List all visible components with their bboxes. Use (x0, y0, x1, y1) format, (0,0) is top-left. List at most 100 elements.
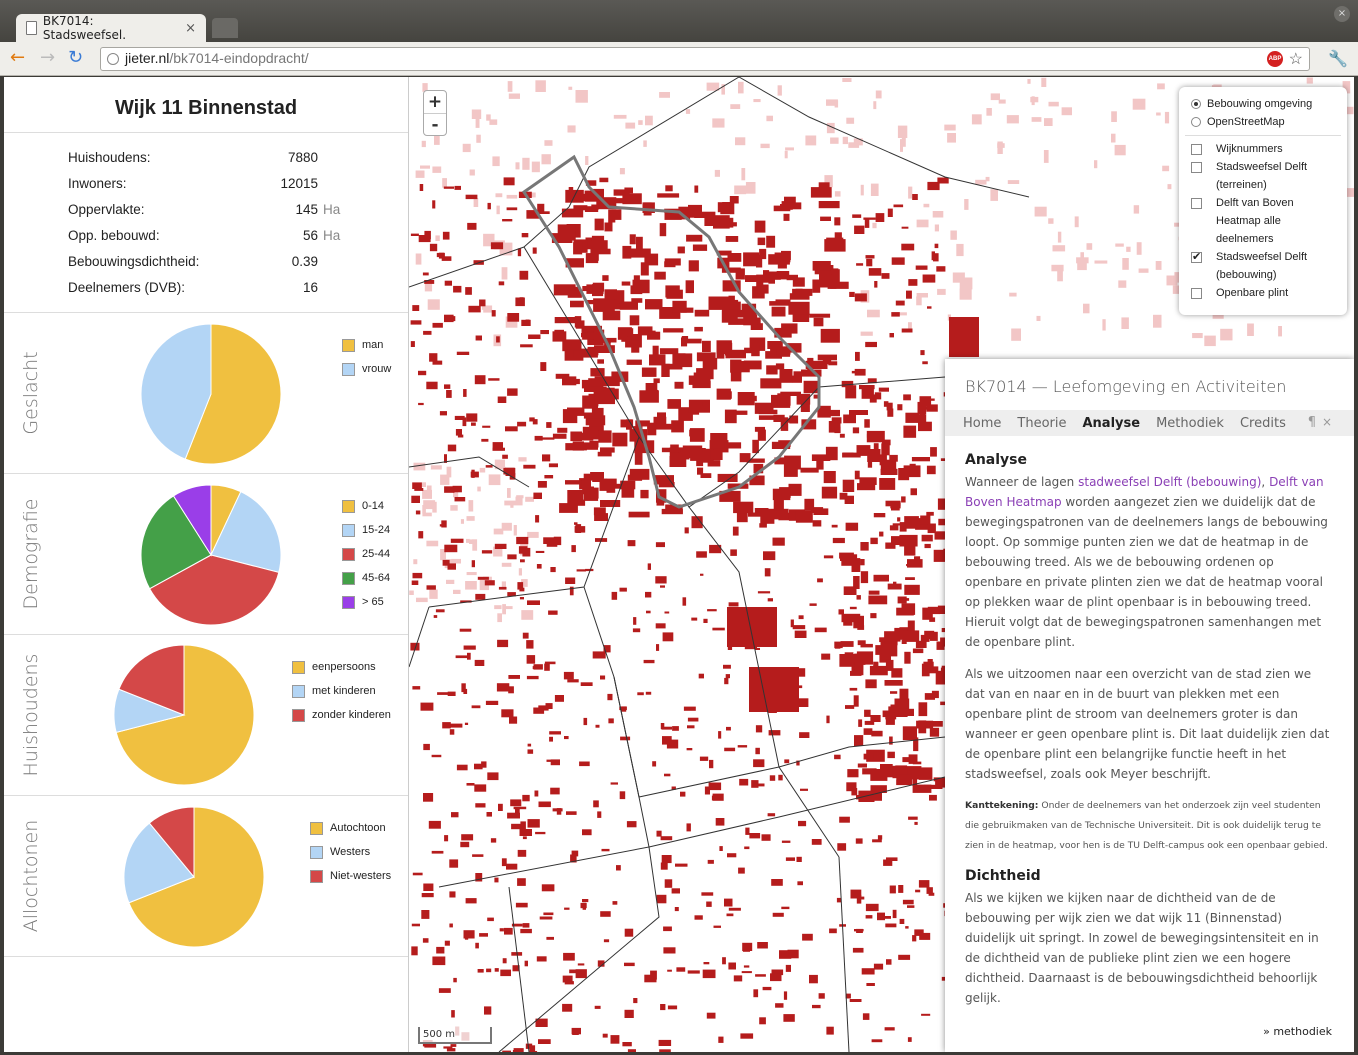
checkbox[interactable] (1191, 288, 1202, 299)
building (447, 691, 456, 696)
window-close-icon[interactable]: × (1334, 6, 1350, 22)
building (659, 92, 670, 98)
address-bar[interactable]: jieter.nl/bk7014-eindopdracht/ ABP ☆ (100, 47, 1310, 71)
overlay-option[interactable]: Openbare plint (1185, 284, 1341, 302)
zoom-in-button[interactable]: + (427, 92, 443, 112)
bookmark-star-icon[interactable]: ☆ (1288, 51, 1303, 68)
building (682, 445, 703, 452)
building (590, 248, 611, 255)
building (706, 1012, 716, 1019)
tab-credits[interactable]: Credits (1239, 415, 1286, 431)
overlay-option[interactable]: ✔ Stadsweefsel Delft (bebouwing) (1185, 248, 1341, 284)
adblock-icon[interactable]: ABP (1267, 51, 1283, 67)
overlay-option[interactable]: Stadsweefsel Delft (terreinen) (1185, 158, 1341, 194)
building (827, 281, 849, 289)
building (543, 537, 555, 544)
radio-button[interactable] (1191, 99, 1201, 109)
legend-swatch (310, 845, 323, 859)
building (592, 251, 599, 261)
building (821, 409, 840, 417)
back-arrow-icon[interactable]: ← (10, 47, 26, 68)
wrench-menu-icon[interactable]: 🔧 (1328, 49, 1348, 68)
building (852, 947, 864, 953)
building (612, 432, 628, 447)
building (861, 968, 875, 975)
building (507, 554, 517, 560)
checkbox[interactable] (1191, 162, 1202, 173)
checkbox[interactable]: ✔ (1191, 251, 1202, 263)
building (659, 1049, 671, 1052)
tab-close-icon[interactable]: × (185, 20, 196, 36)
tab-theorie[interactable]: Theorie (1017, 415, 1067, 431)
building (472, 854, 484, 857)
reload-icon[interactable]: ↻ (68, 47, 84, 68)
building (753, 463, 764, 474)
layer-label: Stadsweefsel Delft (bebouwing) (1216, 251, 1308, 281)
building (813, 317, 824, 327)
checkbox[interactable] (1191, 198, 1202, 209)
building (927, 606, 941, 615)
building (475, 942, 479, 949)
radio-button[interactable] (1191, 117, 1201, 127)
building (587, 346, 599, 356)
base-layer-option[interactable]: Bebouwing omgeving (1185, 95, 1341, 113)
new-tab-button[interactable] (212, 18, 238, 38)
building (487, 917, 494, 922)
building (466, 538, 470, 543)
building (912, 935, 917, 942)
building (658, 482, 675, 488)
link-heatmap[interactable]: Delft van Boven Heatmap (965, 475, 1324, 509)
building (686, 234, 703, 242)
stat-row: Inwoners: 12015 (68, 170, 408, 196)
building (837, 843, 847, 851)
building (600, 675, 606, 680)
building (959, 277, 973, 290)
overlay-option[interactable]: Delft van Boven Heatmap alle deelnemers (1185, 194, 1341, 248)
browser-tab[interactable]: BK7014: Stadsweefsel. × (16, 14, 206, 42)
legend-swatch (342, 595, 355, 609)
methodiek-link[interactable]: » methodiek (1263, 1025, 1332, 1038)
building (579, 761, 590, 767)
building (410, 320, 422, 325)
building (680, 791, 686, 797)
building (874, 281, 878, 288)
building (687, 717, 699, 722)
base-layer-option[interactable]: OpenStreetMap (1185, 113, 1341, 131)
close-icon[interactable]: × (1321, 415, 1332, 429)
map[interactable]: + - 500 m Bebouwing omgeving OpenStreetMa… (409, 77, 1354, 1052)
building (905, 926, 909, 929)
building (519, 270, 529, 280)
building (660, 723, 665, 729)
zoom-out-button[interactable]: - (424, 113, 446, 135)
building (839, 492, 848, 500)
link-stadweefsel[interactable]: stadweefsel Delft (bebouwing) (1078, 475, 1262, 489)
note-text: Onder de deelnemers van het onderzoek zi… (965, 800, 1328, 851)
building (851, 558, 861, 572)
building (914, 821, 918, 825)
pilcrow-icon[interactable]: ¶ (1307, 415, 1316, 430)
building (521, 233, 529, 238)
building (687, 970, 700, 974)
forward-arrow-icon[interactable]: → (40, 47, 56, 68)
tab-analyse[interactable]: Analyse (1082, 415, 1141, 431)
building (546, 759, 552, 762)
building (554, 317, 577, 324)
building (669, 456, 687, 467)
building (550, 759, 560, 766)
overlay-option[interactable]: Wijknummers (1185, 140, 1341, 158)
building (430, 465, 442, 470)
tab-methodiek[interactable]: Methodiek (1156, 415, 1224, 431)
building (785, 857, 795, 861)
building (655, 542, 665, 548)
checkbox[interactable] (1191, 144, 1202, 155)
building (574, 316, 582, 328)
map-canvas[interactable] (409, 77, 1354, 1052)
building (487, 772, 499, 781)
tab-home[interactable]: Home (963, 415, 1002, 431)
building (800, 402, 810, 412)
building (612, 388, 619, 400)
building (414, 488, 424, 491)
building (754, 426, 765, 432)
building (463, 688, 468, 694)
building (923, 784, 943, 789)
